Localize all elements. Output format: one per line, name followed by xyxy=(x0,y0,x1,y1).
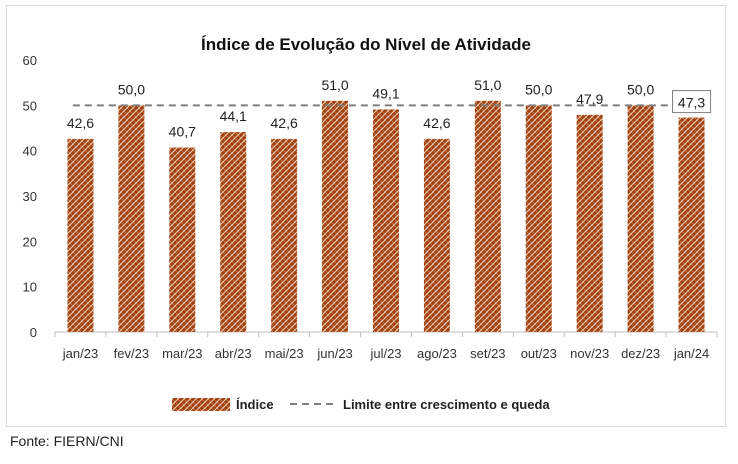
data-label: 47,9 xyxy=(576,91,603,107)
data-label: 42,6 xyxy=(271,115,298,131)
data-label: 42,6 xyxy=(423,115,450,131)
y-tick-label: 50 xyxy=(23,98,37,113)
y-tick-label: 40 xyxy=(23,144,37,159)
x-tick-label: fev/23 xyxy=(114,346,149,361)
bar xyxy=(220,132,247,332)
data-label: 50,0 xyxy=(118,81,145,97)
bar xyxy=(322,100,349,332)
x-tick-label: jan/24 xyxy=(673,346,709,361)
legend-swatch-index xyxy=(172,398,230,411)
y-tick-label: 20 xyxy=(23,234,37,249)
bar xyxy=(118,105,145,332)
bar xyxy=(67,138,94,332)
x-tick-label: jun/23 xyxy=(316,346,352,361)
data-label-box xyxy=(672,90,712,114)
source-note: Fonte: FIERN/CNI xyxy=(10,433,124,449)
y-axis: 0 10 20 30 40 50 60 xyxy=(23,53,37,340)
data-labels: 42,6 50,0 40,7 44,1 42,6 51,0 49,1 42,6 51,0 50,0… xyxy=(67,77,712,139)
y-tick-label: 60 xyxy=(23,53,37,68)
legend: Índice Limite entre crescimento e queda xyxy=(172,397,550,412)
x-tick-label: abr/23 xyxy=(215,346,252,361)
legend-label-reference: Limite entre crescimento e queda xyxy=(343,397,550,412)
bars xyxy=(67,100,705,332)
legend-label-index: Índice xyxy=(236,397,274,412)
y-tick-label: 0 xyxy=(30,325,37,340)
data-label: 44,1 xyxy=(220,108,247,124)
x-tick-label: set/23 xyxy=(470,346,505,361)
x-tick-label: out/23 xyxy=(521,346,557,361)
data-label: 40,7 xyxy=(169,123,196,139)
x-tick-label: dez/23 xyxy=(621,346,660,361)
y-tick-label: 10 xyxy=(23,280,37,295)
chart-title: Índice de Evolução do Nível de Atividade xyxy=(201,35,531,54)
data-label: 42,6 xyxy=(67,115,94,131)
bar xyxy=(169,147,196,332)
x-tick-label: jan/23 xyxy=(62,346,98,361)
chart-frame: Índice de Evolução do Nível de Atividade… xyxy=(6,5,726,427)
x-tick-label: ago/23 xyxy=(417,346,457,361)
bar xyxy=(474,100,501,332)
data-label: 47,3 xyxy=(678,95,705,111)
data-label: 49,1 xyxy=(372,85,399,101)
x-tick-label: mai/23 xyxy=(265,346,304,361)
y-tick-label: 30 xyxy=(23,189,37,204)
data-label: 50,0 xyxy=(525,81,552,97)
chart-svg: Índice de Evolução do Nível de Atividade… xyxy=(23,35,718,412)
data-label: 50,0 xyxy=(627,81,654,97)
bar xyxy=(627,105,654,332)
x-tick-label: jul/23 xyxy=(369,346,401,361)
bar xyxy=(423,138,450,332)
data-label: 51,0 xyxy=(321,77,348,93)
bar xyxy=(678,117,705,332)
bar xyxy=(525,105,552,332)
x-tick-label: nov/23 xyxy=(570,346,609,361)
bar xyxy=(576,114,603,332)
bar xyxy=(271,138,298,332)
x-tick-label: mar/23 xyxy=(162,346,202,361)
bar xyxy=(373,109,399,332)
data-label: 51,0 xyxy=(474,77,501,93)
x-axis: jan/23 fev/23 mar/23 abr/23 mai/23 jun/23 jul/… xyxy=(54,331,718,361)
